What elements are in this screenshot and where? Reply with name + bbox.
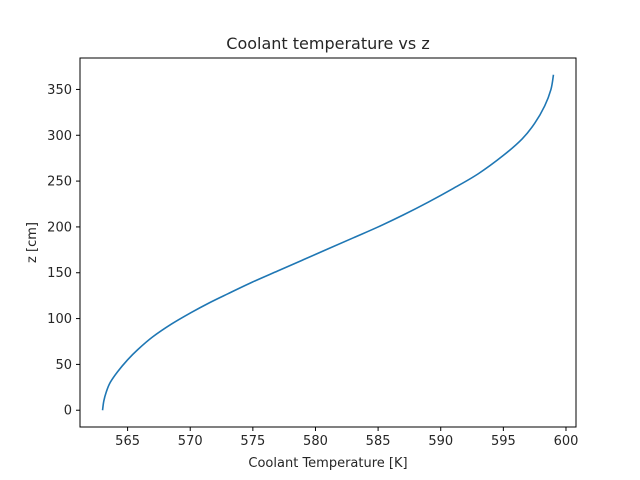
x-axis-ticks: 565 570 575 580 585 590 595 600 (115, 427, 578, 449)
y-tick-label: 250 (47, 175, 72, 190)
y-tick-label: 50 (55, 358, 72, 373)
x-tick-label: 565 (115, 434, 140, 449)
x-axis-label: Coolant Temperature [K] (248, 456, 407, 471)
x-tick-label: 600 (554, 434, 579, 449)
x-tick-label: 580 (303, 434, 328, 449)
series-line (101, 74, 555, 411)
y-tick-label: 350 (47, 83, 72, 98)
y-tick-label: 100 (47, 312, 72, 327)
series-layer (101, 74, 555, 411)
y-tick-label: 150 (47, 266, 72, 281)
x-tick-label: 575 (240, 434, 265, 449)
y-axis-ticks: 0 50 100 150 200 250 300 350 (47, 83, 80, 419)
y-tick-label: 300 (47, 129, 72, 144)
plot-area (80, 58, 576, 427)
plot-frame (79, 57, 577, 428)
x-tick-label: 570 (178, 434, 203, 449)
chart-title: Coolant temperature vs z (226, 34, 429, 53)
y-tick-label: 0 (64, 404, 72, 419)
x-tick-label: 595 (491, 434, 516, 449)
y-axis-label: z [cm] (25, 222, 40, 263)
y-tick-label: 200 (47, 220, 72, 235)
x-tick-label: 585 (366, 434, 391, 449)
x-tick-label: 590 (428, 434, 453, 449)
